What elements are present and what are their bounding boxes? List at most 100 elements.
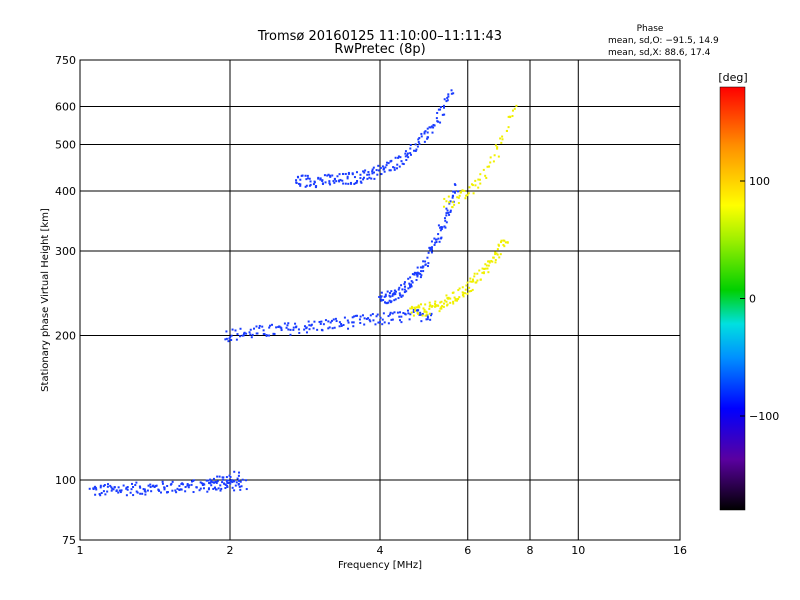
data-point-F2-X [496, 147, 499, 150]
data-point-F1-X [498, 256, 501, 259]
data-point-F1-lower [391, 312, 394, 315]
data-point-F2 [386, 161, 389, 164]
data-point-F2 [429, 126, 432, 129]
data-point-F2 [304, 185, 307, 188]
data-point-F1-X [496, 248, 499, 251]
data-point-F1-lower [261, 325, 264, 328]
data-point-F2 [370, 177, 373, 180]
data-point-F2-X [496, 146, 499, 149]
data-point-F1-lower [404, 313, 407, 316]
data-point-F1-upper-cusp [444, 226, 447, 229]
data-point-F2 [383, 170, 386, 173]
data-point-F1-X [410, 305, 413, 308]
data-point-E [163, 486, 166, 489]
data-point-E [199, 481, 202, 484]
y-tick-label: 750 [55, 54, 76, 67]
data-point-E [175, 491, 178, 494]
data-point-E [106, 490, 109, 493]
data-point-F2-X [488, 165, 491, 168]
data-point-F2 [396, 167, 399, 170]
data-point-F1-X [488, 261, 491, 264]
data-point-F1-upper-cusp [386, 290, 389, 293]
data-point-F1-upper-cusp [440, 227, 443, 230]
data-point-F1-upper-cusp [400, 295, 403, 298]
data-point-F2-X [513, 107, 516, 110]
data-point-E [239, 480, 242, 483]
data-point-F2 [355, 171, 358, 174]
data-point-F1-lower [417, 309, 420, 312]
data-point-F1-lower [313, 320, 316, 323]
data-point-F2 [297, 176, 300, 179]
data-point-E [225, 479, 228, 482]
data-point-E [106, 483, 109, 486]
data-point-F1-X [466, 281, 469, 284]
data-point-F1-lower [409, 313, 412, 316]
data-point-F1-upper-cusp [429, 246, 432, 249]
y-tick-label: 300 [55, 245, 76, 258]
data-point-E [178, 489, 181, 492]
data-point-F2 [443, 113, 446, 116]
data-point-F1-lower [305, 326, 308, 329]
data-point-E [135, 490, 138, 493]
data-point-E [109, 484, 112, 487]
data-point-Es [213, 486, 216, 489]
data-point-F1-lower [334, 317, 337, 320]
data-point-F1-lower [387, 315, 390, 318]
data-point-F2 [309, 180, 312, 183]
data-point-E [136, 491, 139, 494]
data-point-F2-X [506, 129, 509, 132]
data-point-F1-upper-cusp [448, 202, 451, 205]
data-point-Es [237, 474, 240, 477]
data-point-E [144, 490, 147, 493]
data-point-F2 [355, 181, 358, 184]
data-point-E [125, 494, 128, 497]
data-point-F1-lower [298, 331, 301, 334]
data-point-F2 [295, 179, 298, 182]
data-point-F1-lower [241, 334, 244, 337]
data-point-F1-lower [272, 332, 275, 335]
data-point-F2 [420, 132, 423, 135]
data-point-E [184, 486, 187, 489]
data-point-F1-upper-cusp [452, 190, 455, 193]
data-point-F1-upper-cusp [413, 273, 416, 276]
data-point-F2 [406, 154, 409, 157]
chart-subtitle: RwPretec (8p) [334, 42, 425, 57]
data-point-F1-lower [363, 317, 366, 320]
data-point-F1-lower [420, 320, 423, 323]
data-point-E [120, 489, 123, 492]
data-point-F2 [319, 178, 322, 181]
data-point-F1-lower [258, 326, 261, 329]
data-point-F2 [342, 182, 345, 185]
data-point-F1-lower [367, 317, 370, 320]
data-point-Es [211, 481, 214, 484]
data-point-F2 [327, 173, 330, 176]
data-point-F1-upper-cusp [438, 240, 441, 243]
data-point-E [119, 491, 122, 494]
data-point-F1-X [415, 306, 418, 309]
data-point-F1-lower [378, 321, 381, 324]
data-point-F1-X [482, 271, 485, 274]
data-point-F1-upper-cusp [388, 291, 391, 294]
data-point-F2 [441, 113, 444, 116]
data-point-F2 [423, 132, 426, 135]
data-point-F1-X [443, 302, 446, 305]
data-point-F1-upper-cusp [398, 286, 401, 289]
data-point-F1-X [475, 281, 478, 284]
data-point-Es [226, 484, 229, 487]
data-point-F1-X [470, 289, 473, 292]
data-point-F2 [339, 178, 342, 181]
data-point-F1-X [430, 305, 433, 308]
data-point-E [166, 485, 169, 488]
data-point-F1-upper-cusp [392, 292, 395, 295]
data-point-F1-lower [231, 328, 234, 331]
data-point-F1-X [436, 304, 439, 307]
data-point-F2 [295, 182, 298, 185]
data-point-F2 [426, 136, 429, 139]
data-point-F1-upper-cusp [408, 284, 411, 287]
data-point-F2-X [477, 178, 480, 181]
data-point-F1-X [441, 305, 444, 308]
data-point-F1-upper-cusp [399, 294, 402, 297]
data-point-F2-X [493, 154, 496, 157]
data-point-F2 [393, 168, 396, 171]
